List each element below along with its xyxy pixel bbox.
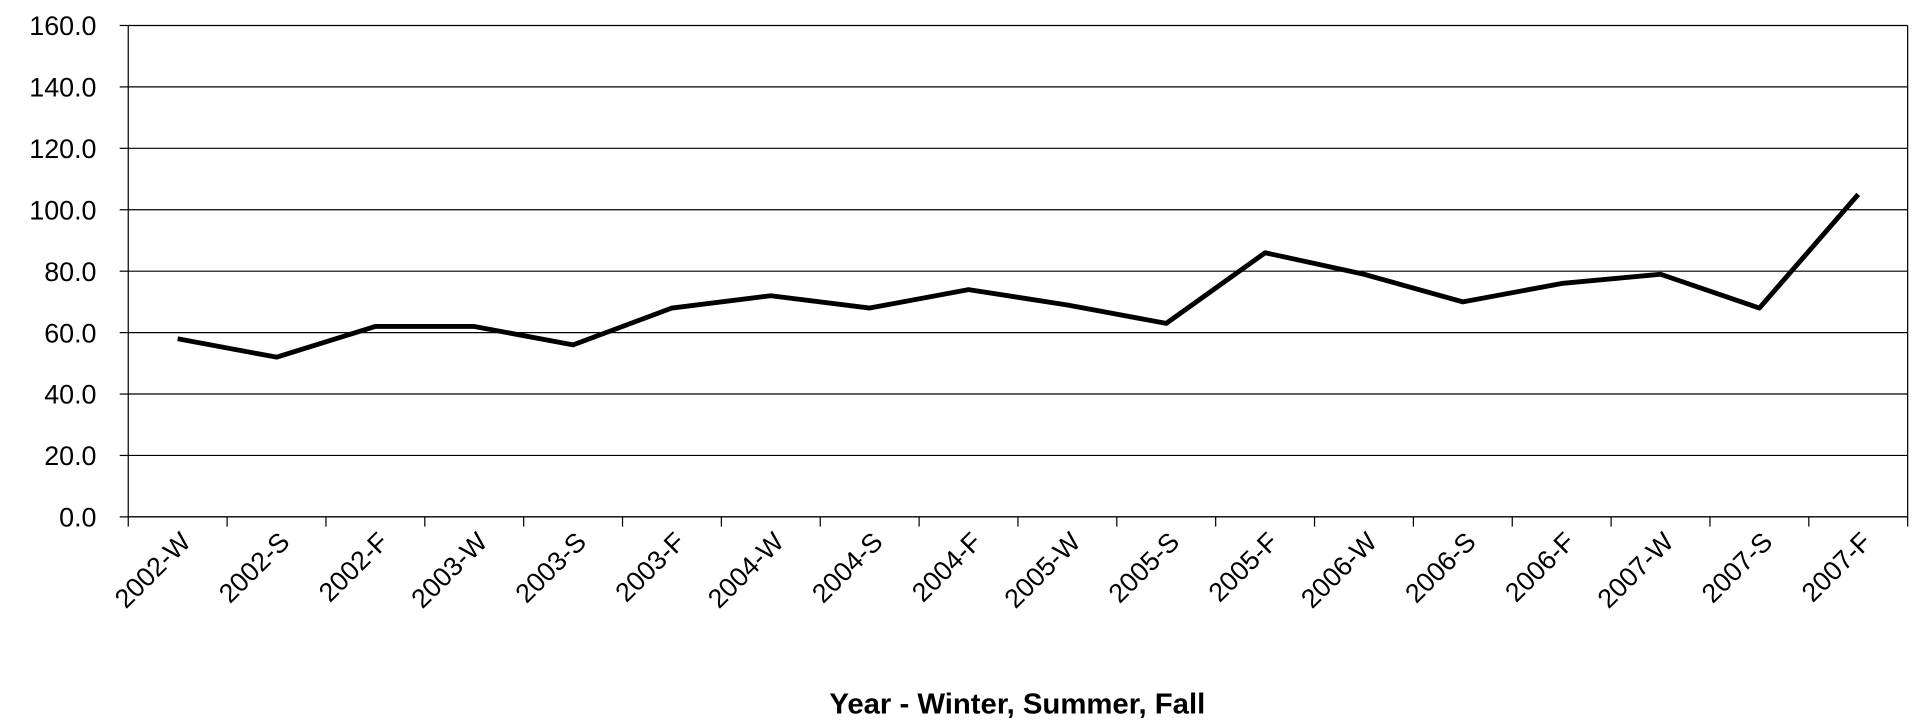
y-tick-label: 60.0 [44,318,96,348]
x-tick-label: 2007-F [1796,527,1877,608]
y-tick-label: 100.0 [29,196,96,226]
x-tick-label: 2004-F [906,527,987,608]
y-tick-label: 140.0 [29,73,96,103]
x-tick-label: 2007-W [1592,526,1680,614]
x-tick-label: 2002-W [109,526,197,614]
x-tick-label: 2006-W [1295,526,1383,614]
data-line [177,192,1861,360]
x-tick-label: 2002-F [313,527,394,608]
x-tick-label: 2003-F [609,527,690,608]
y-tick-label: 0.0 [59,503,96,533]
x-tick-label: 2003-W [405,526,493,614]
x-tick-label: 2005-W [999,526,1087,614]
x-axis-title: Year - Winter, Summer, Fall [829,689,1205,721]
y-tick-label: 80.0 [44,257,96,287]
x-tick-label: 2005-F [1203,527,1284,608]
x-tick-label: 2002-S [213,527,296,609]
x-tick-label: 2007-S [1696,527,1779,609]
x-tick-label: 2006-F [1499,527,1580,608]
x-tick-label: 2006-S [1399,527,1482,609]
x-tick-label: 2003-S [509,527,592,609]
x-tick-label: 2004-S [806,527,889,609]
x-tick-label: 2004-W [702,526,790,614]
y-tick-label: 40.0 [44,380,96,410]
y-tick-label: 160.0 [29,11,96,41]
y-tick-label: 120.0 [29,134,96,164]
y-tick-label: 20.0 [44,441,96,471]
x-tick-label: 2005-S [1103,527,1186,609]
